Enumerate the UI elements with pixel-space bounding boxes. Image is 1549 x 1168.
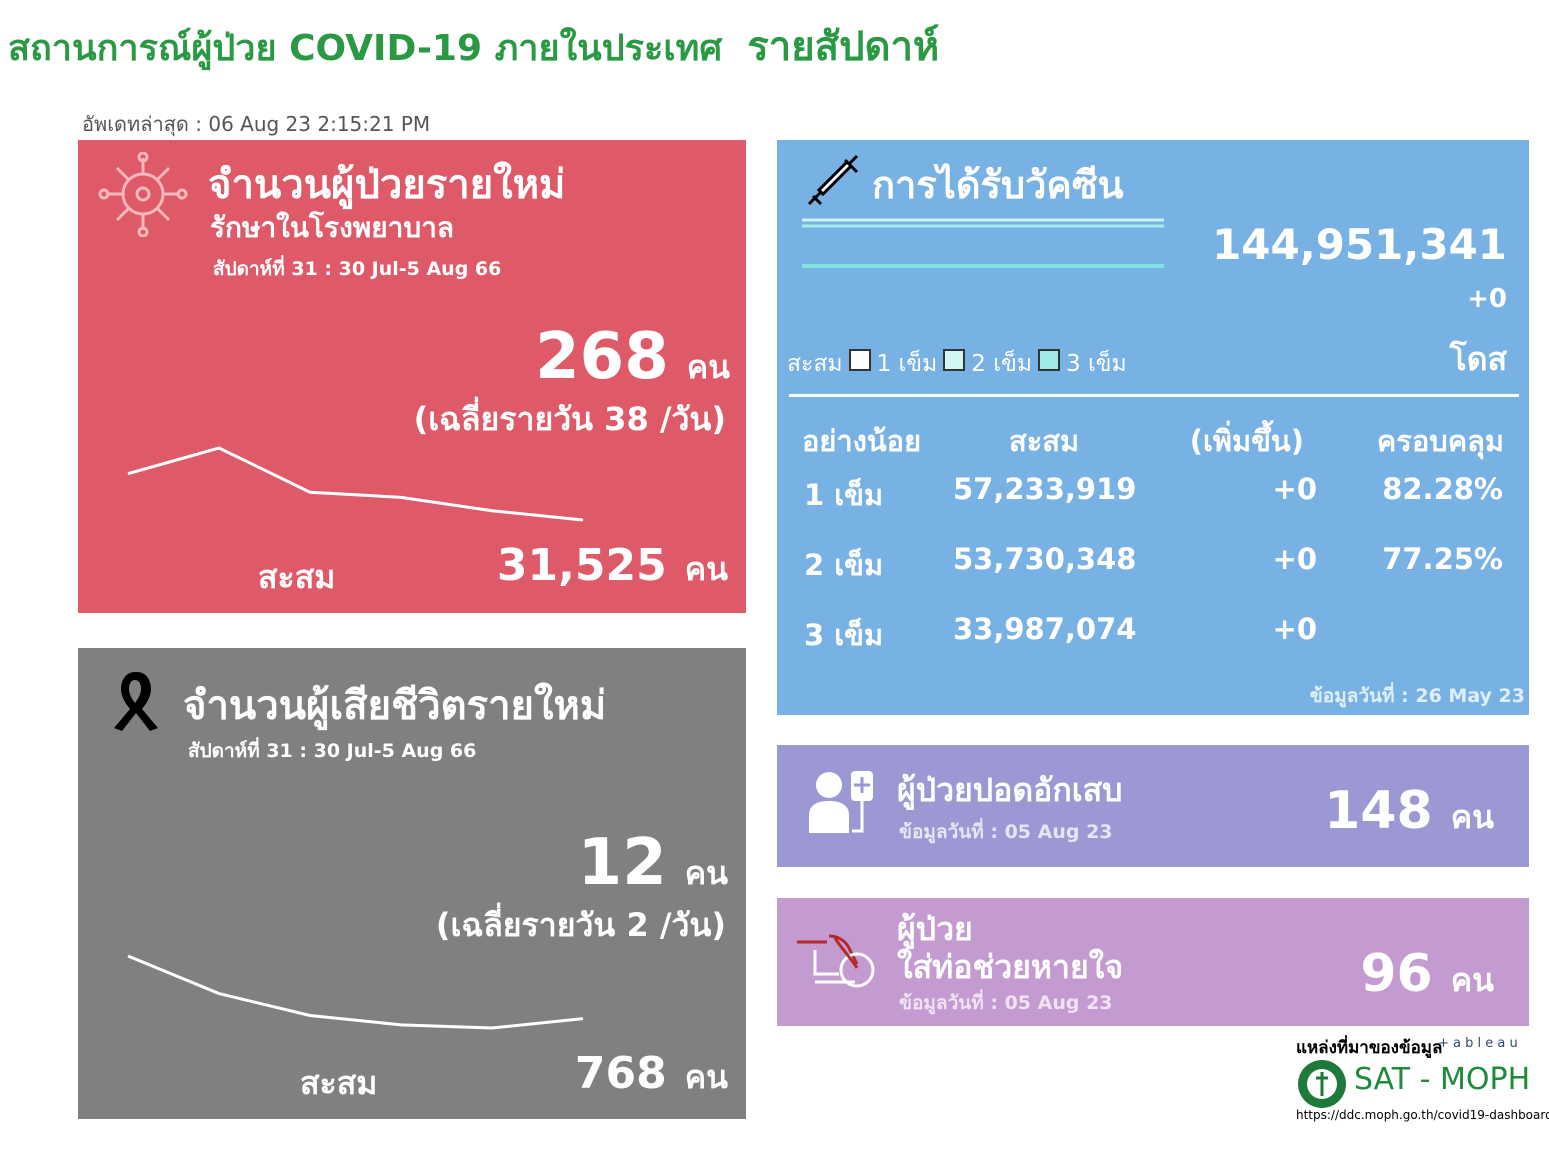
data-date: ข้อมูลวันที่ : 05 Aug 23 [899,821,1113,843]
unit: คน [684,550,728,588]
cell: 33,987,074 [953,612,1137,646]
data-date: ข้อมูลวันที่ : 05 Aug 23 [899,992,1113,1014]
cumulative-label: สะสม [300,1064,378,1102]
unit: คน [1450,798,1494,836]
card-title: จำนวนผู้ป่วยรายใหม่ [208,162,566,208]
moph-logo [1298,1060,1346,1108]
daily-average: (เฉลี่ยรายวัน 2 /วัน) [435,906,726,944]
cell: 57,233,919 [953,472,1137,506]
legend-label: สะสม [787,351,843,377]
patient-icon [809,771,873,833]
legend: สะสม 1 เข็ม 2 เข็ม 3 เข็ม [787,346,1127,382]
url: https://ddc.moph.go.th/covid19-dashboard [1296,1108,1549,1122]
rule [789,394,1519,397]
cell: 3 เข็ม [804,618,884,652]
daily-average: (เฉลี่ยรายวัน 38 /วัน) [413,400,726,438]
card-title: ผู้ป่วยปอดอักเสบ [897,771,1123,809]
cumulative-label: สะสม [258,558,336,596]
value: 12 [577,826,667,900]
cell: 82.28% [1382,472,1503,506]
unit: คน [686,348,730,386]
cell: 2 เข็ม [804,548,884,582]
virus-icon [98,152,188,237]
ventilator-card: ผู้ป่วย ใส่ท่อช่วยหายใจ ข้อมูลวันที่ : 0… [777,898,1529,1026]
legend-item: 2 เข็ม [971,351,1032,377]
card-subtitle: รักษาในโรงพยาบาล [210,211,454,244]
source: แหล่งที่มาของข้อมูล [1296,1038,1443,1058]
unit: คน [684,1058,728,1096]
value: 148 [1324,781,1433,841]
legend-item: 3 เข็ม [1066,351,1127,377]
trend-line [127,446,584,522]
unit: โดส [1449,340,1508,378]
unit: คน [1450,961,1494,999]
cell: +0 [1272,542,1317,576]
swatch [943,349,966,371]
ventilator-icon [797,934,875,988]
updated: อัพเดทล่าสุด : 06 Aug 23 2:15:21 PM [82,112,431,136]
sparkline [127,954,584,1030]
swatch [848,349,871,371]
deaths-card: จำนวนผู้เสียชีวิตรายใหม่ สัปดาห์ที่ 31 :… [78,648,746,1119]
period: สัปดาห์ที่ 31 : 30 Jul-5 Aug 66 [213,258,502,280]
cell: +0 [1272,612,1317,646]
header-cell: อย่างน้อย [802,424,922,458]
value: 96 [1360,944,1433,1004]
vaccine-card: การได้รับวัคซีน 144,951,341 +0 โดส สะสม … [777,140,1529,715]
cell: +0 [1272,472,1317,506]
header-cell: สะสม [1009,424,1080,458]
new-cases-card: จำนวนผู้ป่วยรายใหม่ รักษาในโรงพยาบาล สัป… [78,140,746,613]
unit: คน [684,854,728,892]
header-cell: (เพิ่มขึ้น) [1189,424,1304,458]
cumulative: 31,525 [496,540,667,591]
page-title: สถานการณ์ผู้ป่วย COVID-19 ภายในประเทศ รา… [8,14,939,78]
legend-item: 1 เข็ม [876,351,938,377]
card-title: ผู้ป่วย [897,910,973,948]
header-cell: ครอบคลุม [1376,424,1504,458]
brand: SAT - MOPH [1354,1062,1531,1097]
card-title: การได้รับวัคซีน [872,163,1124,207]
trend-line [127,954,584,1030]
data-date: ข้อมูลวันที่ : 26 May 23 [1309,685,1525,707]
card-title: ใส่ท่อช่วยหายใจ [897,948,1124,986]
value: 268 [535,320,669,394]
card-title: จำนวนผู้เสียชีวิตรายใหม่ [183,683,607,729]
title-emphasis: รายสัปดาห์ [747,24,940,70]
swatch [1038,349,1060,371]
cell: 77.25% [1382,542,1503,576]
cell: 1 เข็ม [804,478,884,512]
divider [802,218,1164,268]
cumulative: 768 [574,1048,667,1099]
period: สัปดาห์ที่ 31 : 30 Jul-5 Aug 66 [188,740,477,762]
ribbon-icon [114,672,158,731]
syringe-icon [807,154,859,206]
pneumonia-card: ผู้ป่วยปอดอักเสบ ข้อมูลวันที่ : 05 Aug 2… [777,745,1529,867]
sparkline [127,446,584,522]
title: สถานการณ์ผู้ป่วย COVID-19 ภายในประเทศ [8,28,723,69]
tableau: + a b l e a u [1438,1036,1518,1051]
cell: 53,730,348 [953,542,1137,576]
total: 144,951,341 [1212,220,1507,269]
delta: +0 [1467,284,1507,314]
